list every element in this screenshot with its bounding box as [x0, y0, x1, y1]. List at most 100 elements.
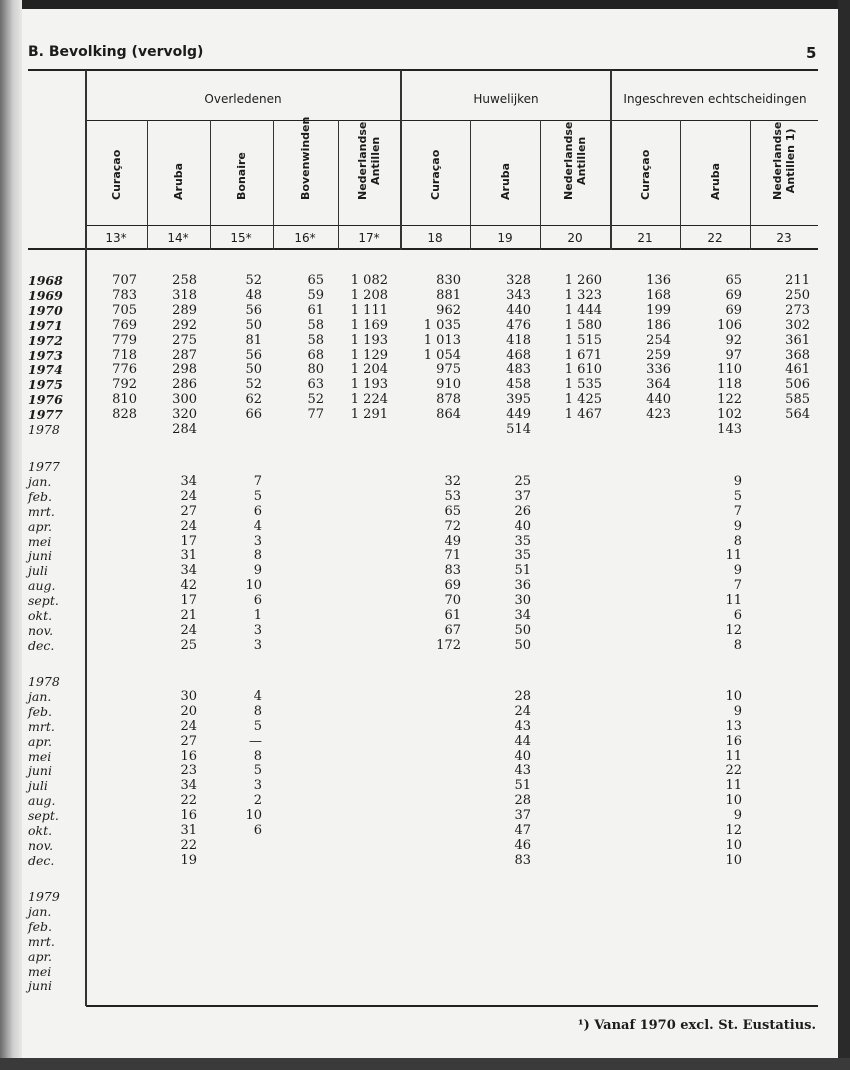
- table-cell: 50: [514, 622, 531, 638]
- table-cell: 56: [245, 347, 262, 363]
- row-label: juni: [28, 763, 52, 779]
- table-cell: 506: [785, 377, 810, 393]
- table-cell: 97: [725, 347, 742, 363]
- table-cell: 878: [436, 392, 461, 408]
- page-number: 5: [806, 44, 817, 62]
- column-divider: [147, 120, 148, 250]
- row-label: 1977: [28, 407, 63, 423]
- table-cell: 11: [725, 748, 742, 764]
- table-cell: 5: [733, 488, 742, 504]
- table-cell: 49: [444, 533, 461, 549]
- table-cell: 718: [112, 347, 137, 363]
- table-cell: 6: [253, 823, 262, 838]
- row-label: mrt.: [28, 718, 55, 734]
- table-cell: 483: [506, 362, 531, 378]
- table-cell: 59: [307, 287, 324, 303]
- table-cell: 71: [444, 548, 461, 564]
- table-cell: 10: [245, 808, 262, 824]
- table-cell: 65: [307, 273, 324, 288]
- table-cell: 830: [436, 273, 461, 288]
- row-label: sept.: [28, 808, 59, 824]
- table-cell: 5: [253, 718, 262, 734]
- table-cell: 69: [725, 287, 742, 303]
- table-cell: 1 467: [564, 407, 602, 423]
- row-label: nov.: [28, 837, 54, 853]
- table-cell: 81: [245, 332, 262, 348]
- table-cell: 1 208: [350, 287, 388, 303]
- table-cell: 7: [733, 578, 742, 594]
- table-cell: 44: [514, 733, 531, 749]
- table-cell: 258: [172, 273, 197, 288]
- table-cell: 61: [307, 302, 324, 318]
- table-cell: 9: [733, 563, 742, 579]
- column-number: 20: [567, 231, 583, 245]
- table-cell: 17: [180, 593, 197, 609]
- row-label: okt.: [28, 608, 53, 623]
- column-header: Bonaire: [234, 152, 248, 200]
- scan-edge-top: [0, 0, 850, 9]
- column-header: Nederlandse Antillen: [356, 121, 382, 200]
- table-cell: 40: [514, 518, 531, 534]
- table-cell: 273: [785, 302, 810, 318]
- table-cell: 83: [514, 852, 531, 868]
- table-cell: 10: [725, 688, 742, 704]
- table-cell: 361: [785, 332, 810, 348]
- table-cell: 10: [725, 837, 742, 853]
- row-label: mei: [28, 533, 52, 549]
- table-cell: 58: [307, 317, 324, 333]
- table-cell: 31: [180, 823, 197, 838]
- table-cell: 46: [514, 837, 531, 853]
- table-cell: 24: [180, 718, 197, 734]
- column-header: Nederlandse Antillen 1): [771, 121, 797, 200]
- group-rule: [86, 120, 818, 121]
- table-cell: 418: [506, 332, 531, 348]
- column-header: Nederlandse Antillen: [562, 121, 588, 200]
- column-number: 22: [707, 231, 723, 245]
- column-header: Curaçao: [109, 149, 123, 200]
- table-cell: 300: [172, 392, 197, 408]
- row-label: aug.: [28, 578, 56, 594]
- table-cell: 461: [785, 362, 810, 378]
- table-cell: 52: [245, 273, 262, 288]
- table-cell: 43: [514, 718, 531, 734]
- table-cell: 1 515: [564, 332, 602, 348]
- table-cell: 707: [112, 273, 137, 288]
- table-cell: 52: [245, 377, 262, 393]
- table-cell: 40: [514, 748, 531, 764]
- table-cell: 37: [514, 488, 531, 504]
- table-cell: 172: [436, 637, 461, 653]
- table-cell: 286: [172, 377, 197, 393]
- row-label: feb.: [28, 488, 52, 504]
- table-cell: 56: [245, 302, 262, 318]
- row-label: apr.: [28, 518, 53, 534]
- table-cell: 37: [514, 808, 531, 824]
- group-divider: [610, 70, 612, 250]
- table-cell: 1 035: [423, 317, 461, 333]
- scan-edge-right: [838, 0, 850, 1070]
- row-label: jan.: [28, 903, 52, 919]
- table-cell: 4: [253, 688, 262, 704]
- table-cell: 1 193: [350, 377, 388, 393]
- table-cell: 48: [245, 287, 262, 303]
- row-label: juni: [28, 548, 52, 564]
- column-divider: [750, 120, 751, 250]
- group-divider: [400, 70, 402, 250]
- table-cell: 24: [180, 488, 197, 504]
- table-cell: 34: [180, 778, 197, 794]
- table-cell: 910: [436, 377, 461, 393]
- table-cell: 783: [112, 287, 137, 303]
- table-cell: 250: [785, 287, 810, 303]
- table-cell: 7: [733, 503, 742, 519]
- row-label: juni: [28, 978, 52, 994]
- table-cell: 6: [253, 503, 262, 519]
- column-header: Curaçao: [428, 149, 442, 200]
- table-cell: 1 204: [350, 362, 388, 378]
- table-cell: 1 129: [350, 347, 388, 363]
- table-cell: 52: [307, 392, 324, 408]
- table-cell: 336: [646, 362, 671, 378]
- table-cell: 136: [646, 273, 671, 288]
- column-number: 23: [776, 231, 792, 245]
- column-header: Aruba: [498, 162, 512, 200]
- table-cell: 564: [785, 407, 810, 423]
- table-cell: 35: [514, 548, 531, 564]
